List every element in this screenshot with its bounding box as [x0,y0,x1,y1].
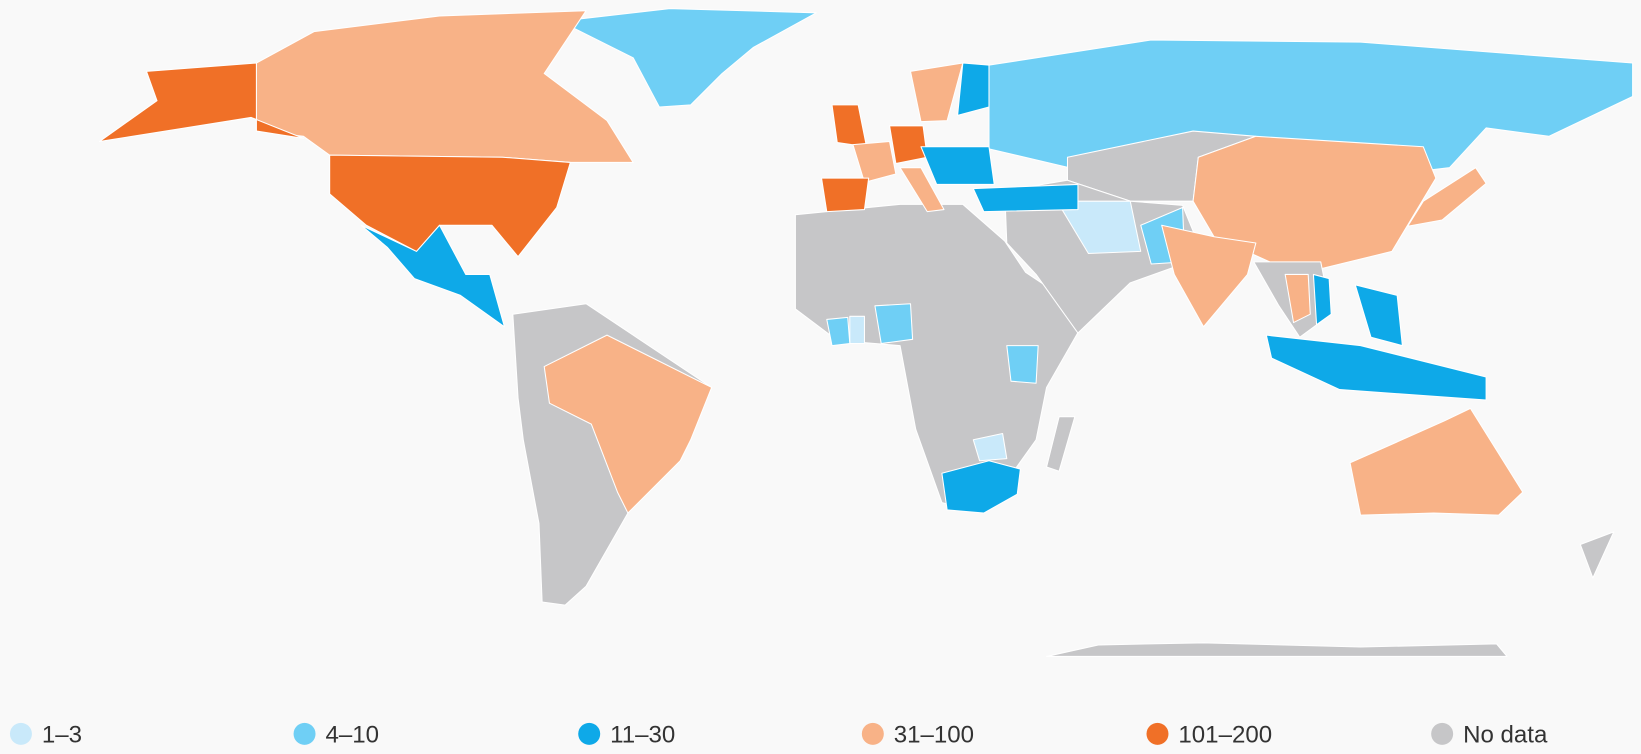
legend-swatch [1146,722,1169,745]
japan [1407,167,1487,227]
china [1192,135,1437,275]
spain [821,177,870,213]
vietnam [1312,273,1332,326]
canada [255,10,634,163]
finland [957,62,990,116]
legend-label: No data [1463,721,1548,748]
new-zealand [1579,531,1615,579]
thailand [1284,273,1311,324]
usa [329,154,571,258]
legend: 1–3 4–10 11–30 31–100 101–200 No data [9,721,1548,748]
eastern-europe [920,146,995,185]
legend-label: 11–30 [610,721,675,748]
legend-swatch [9,722,32,745]
nigeria [874,303,914,345]
legend-swatch [578,722,601,745]
zimbabwe [972,432,1008,462]
antarctica [1046,642,1508,657]
middle-east [1004,179,1205,334]
indonesia [1265,334,1487,401]
madagascar [1046,416,1076,472]
scandinavia [909,62,964,123]
united-kingdom [831,104,868,148]
greenland [559,8,817,108]
legend-label: 31–100 [894,721,974,748]
iran [1056,200,1142,255]
legend-swatch [293,722,316,745]
brazil [543,334,713,514]
south-africa [941,460,1021,514]
ivory-coast [826,316,851,347]
kenya [1006,345,1039,384]
legend-swatch [861,722,884,745]
legend-swatch [1431,722,1454,745]
philippines [1354,284,1403,347]
map [98,8,1634,657]
ghana [849,315,865,345]
india [1161,224,1257,328]
alaska [98,62,305,143]
legend-label: 1–3 [42,721,82,748]
italy [899,167,945,213]
turkey [972,183,1079,213]
germany [889,125,928,165]
legend-label: 4–10 [325,721,379,748]
mexico [360,224,505,328]
australia [1349,407,1524,516]
legend-label: 101–200 [1178,721,1272,748]
france [852,141,897,183]
